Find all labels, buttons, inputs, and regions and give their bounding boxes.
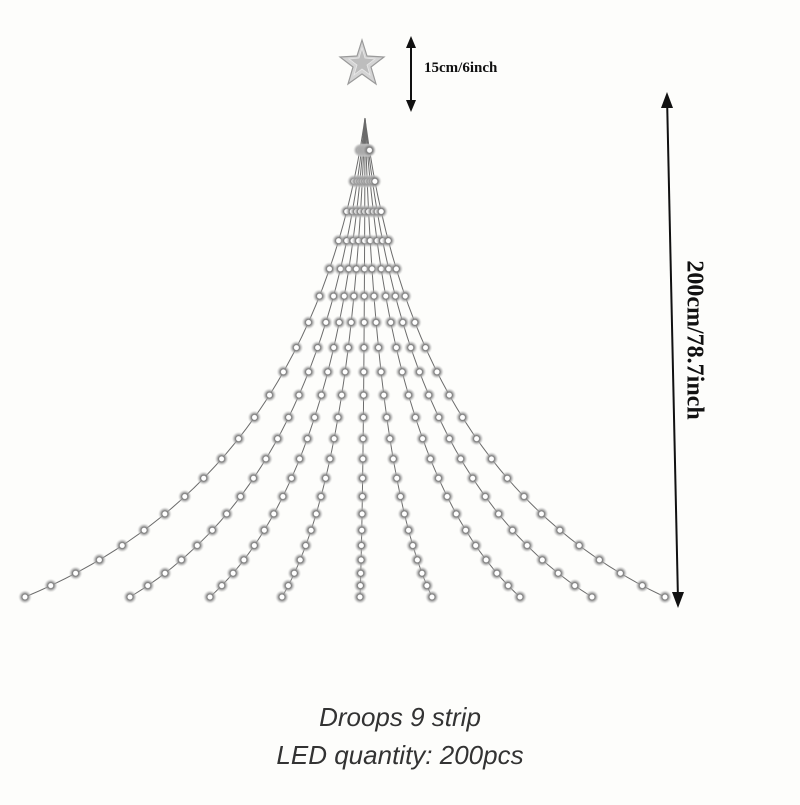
light-strands [24, 117, 666, 598]
star-icon [338, 37, 386, 86]
strand-count-caption: Droops 9 strip [319, 702, 481, 732]
led-bulbs [18, 143, 672, 604]
led-quantity-caption: LED quantity: 200pcs [276, 740, 524, 770]
total-height-arrow [661, 92, 684, 608]
star-height-label: 15cm/6inch [424, 60, 498, 76]
star-height-arrow [406, 36, 416, 112]
total-height-label: 200cm/78.7inch [681, 260, 708, 420]
